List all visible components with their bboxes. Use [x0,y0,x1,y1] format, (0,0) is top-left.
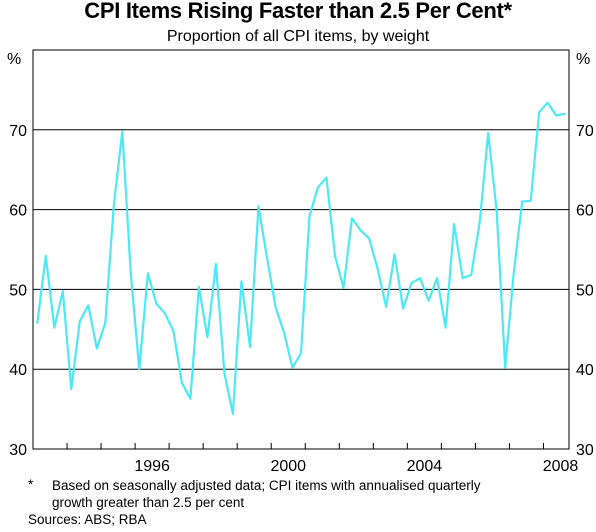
data-point [513,273,514,274]
data-point [275,307,276,308]
y-tick-label-left: 30 [9,442,27,459]
footnote-line-1: Based on seasonally adjusted data; CPI i… [52,478,481,493]
sources-note: Sources: ABS; RBA [28,512,147,527]
y-tick-label-left: 40 [9,362,27,379]
data-point [224,373,225,374]
footnote-line-2: growth greater than 2.5 per cent [52,495,245,510]
data-point [232,413,233,414]
y-tick-label-right: 50 [576,282,594,299]
data-point [547,102,548,103]
data-point [156,303,157,304]
data-point [445,327,446,328]
data-point [496,211,497,212]
data-point [79,321,80,322]
data-point [369,238,370,239]
data-point [71,389,72,390]
data-point [181,382,182,383]
data-point [343,287,344,288]
y-tick-label-left: 70 [9,123,27,140]
data-point [471,275,472,276]
x-tick-label-2004: 2004 [407,458,443,475]
series-line-0 [36,101,566,415]
data-point [352,218,353,219]
y-tick-label-right: 30 [576,442,594,459]
data-point [207,337,208,338]
data-point [139,369,140,370]
data-point [241,281,242,282]
data-point [96,348,97,349]
data-point [394,254,395,255]
data-point [564,113,565,114]
x-tick-label-2000: 2000 [270,458,306,475]
data-point [190,398,191,399]
data-point [505,367,506,368]
data-point [488,133,489,134]
data-point [411,283,412,284]
y-tick-label-left: 60 [9,203,27,220]
data-point [62,291,63,292]
data-point [539,112,540,113]
data-point [462,278,463,279]
data-point [105,322,106,323]
data-point [309,216,310,217]
x-tick-label-1996: 1996 [134,458,170,475]
data-point [292,367,293,368]
y-tick-label-right: 70 [576,123,594,140]
data-point [37,322,38,323]
chart-subtitle: Proportion of all CPI items, by weight [166,28,430,45]
data-point [54,327,55,328]
data-point [198,287,199,288]
data-point [386,307,387,308]
data-point [360,230,361,231]
data-point [173,330,174,331]
chart-title: CPI Items Rising Faster than 2.5 Per Cen… [84,0,512,23]
y-tick-label-right: 40 [576,362,594,379]
data-point [454,224,455,225]
data-point [113,205,114,206]
data-point [326,177,327,178]
data-point [377,268,378,269]
data-point [301,353,302,354]
data-point [130,273,131,274]
data-point [258,206,259,207]
tick-marks [66,443,544,449]
data-point [88,305,89,306]
data-point [164,313,165,314]
data-point [267,257,268,258]
data-point [530,200,531,201]
series-layer [36,101,566,415]
data-point [215,263,216,264]
y-tick-label-right: 60 [576,203,594,220]
data-point [479,222,480,223]
data-point [403,308,404,309]
data-point [420,278,421,279]
y-tick-label-left: 50 [9,282,27,299]
data-point [522,201,523,202]
footnote-marker: * [28,477,34,492]
data-point [428,300,429,301]
data-point [147,273,148,274]
plot-frame [32,49,570,450]
data-point [284,332,285,333]
y-axis-unit-right: % [576,51,590,68]
data-point [45,255,46,256]
x-tick-label-2008: 2008 [543,458,579,475]
data-point [250,346,251,347]
data-point [122,131,123,132]
data-point [556,115,557,116]
y-axis-unit-left: % [7,51,21,68]
gridlines [33,129,569,370]
data-point [318,187,319,188]
data-point [437,278,438,279]
data-point [335,255,336,256]
axis-labels: 30 30 40 40 50 50 60 60 70 70% % 1996 2000 2004 2008 [7,51,594,475]
